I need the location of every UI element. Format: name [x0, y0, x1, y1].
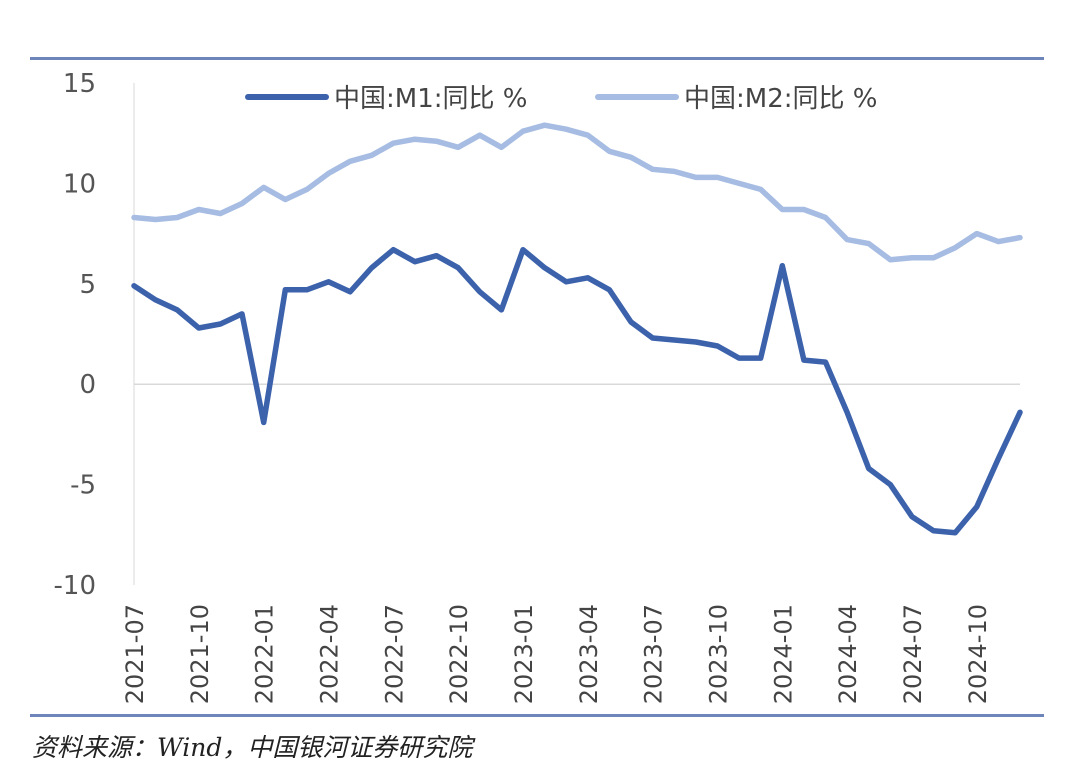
- source-note: 资料来源：Wind，中国银河证券研究院: [32, 733, 473, 762]
- x-tick-label: 2024-07: [899, 604, 927, 704]
- y-tick-label: 0: [79, 370, 96, 400]
- series-line-m2: [131, 122, 1023, 263]
- y-tick-label: 5: [79, 270, 96, 300]
- x-tick-label: 2023-01: [510, 604, 538, 704]
- x-tick-label: 2022-07: [380, 604, 408, 704]
- y-tick-label: -10: [54, 571, 96, 601]
- y-tick-label: 10: [63, 169, 96, 199]
- bottom-rule: [30, 714, 1044, 717]
- x-tick-label: 2024-04: [834, 604, 862, 704]
- line-chart: -10 -5 0 5 10 15 2021-07 2021-10 2022-01 2022-04…: [54, 69, 1023, 704]
- x-tick-label: 2023-10: [704, 604, 732, 704]
- x-tick-label: 2022-04: [315, 604, 343, 704]
- legend-label: 中国:M2:同比 %: [684, 84, 877, 114]
- series-line-m1: [131, 246, 1023, 536]
- x-tick-label: 2023-04: [575, 604, 603, 704]
- x-tick-label: 2021-07: [121, 604, 149, 704]
- x-tick-label: 2024-01: [769, 604, 797, 704]
- y-tick-label: -5: [70, 471, 96, 501]
- top-rule: [30, 57, 1044, 60]
- x-tick-label: 2021-10: [186, 604, 214, 704]
- legend-label: 中国:M1:同比 %: [334, 84, 527, 114]
- x-tick-label: 2024-10: [964, 604, 992, 704]
- x-tick-label: 2023-07: [640, 604, 668, 704]
- y-tick-label: 15: [63, 69, 96, 99]
- x-tick-label: 2022-10: [445, 604, 473, 704]
- x-tick-label: 2022-01: [251, 604, 279, 704]
